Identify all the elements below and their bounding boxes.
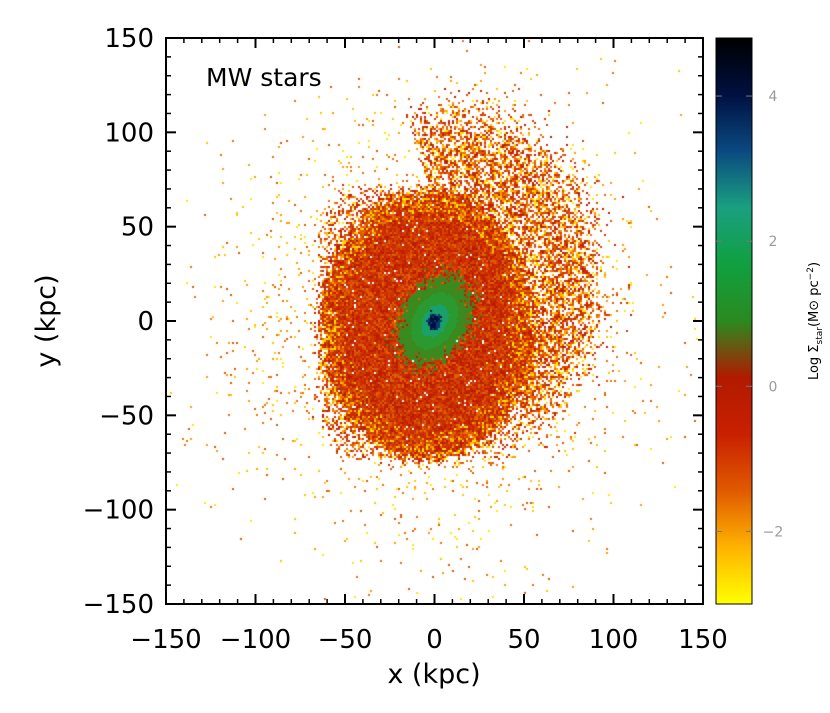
y-tick-label: 100 [104, 118, 154, 148]
colorbar-gradient [715, 37, 753, 605]
density-raster [166, 38, 703, 604]
x-tick-label: −50 [318, 625, 373, 655]
y-axis: 150 100 50 0 −50 −100 −150 [83, 24, 703, 620]
colorbar-tick-label: 0 [769, 379, 778, 395]
colorbar-tick-label: 2 [769, 234, 778, 250]
y-tick-label: −100 [83, 496, 154, 526]
x-tick-label: 0 [426, 625, 443, 655]
colorbar: 4 2 0 −2 Log Σstar(M⊙ pc−2) [715, 37, 825, 605]
colorbar-tick-label: −2 [763, 524, 784, 540]
plot-area [165, 37, 704, 605]
x-tick-label: 50 [507, 625, 540, 655]
x-tick-label: −150 [130, 625, 201, 655]
x-tick-label: 150 [678, 625, 728, 655]
x-axis-label: x (kpc) [387, 659, 480, 690]
y-tick-label: −50 [99, 401, 154, 431]
x-tick-label: −100 [220, 625, 291, 655]
colorbar-label: Log Σstar(M⊙ pc−2) [806, 262, 825, 380]
y-tick-label: 50 [121, 213, 154, 243]
colorbar-tick-label: 4 [769, 89, 778, 105]
y-tick-label: 0 [137, 307, 154, 337]
plot-annotation: MW stars [206, 63, 322, 92]
x-axis: −150 −100 −50 0 50 100 150 [130, 38, 728, 655]
star-particles [166, 38, 703, 604]
x-tick-label: 100 [589, 625, 639, 655]
colorbar-ticks: 4 2 0 −2 [716, 89, 783, 540]
y-tick-label: 150 [104, 24, 154, 54]
y-tick-label: −150 [83, 590, 154, 620]
y-axis-label: y (kpc) [31, 274, 62, 367]
